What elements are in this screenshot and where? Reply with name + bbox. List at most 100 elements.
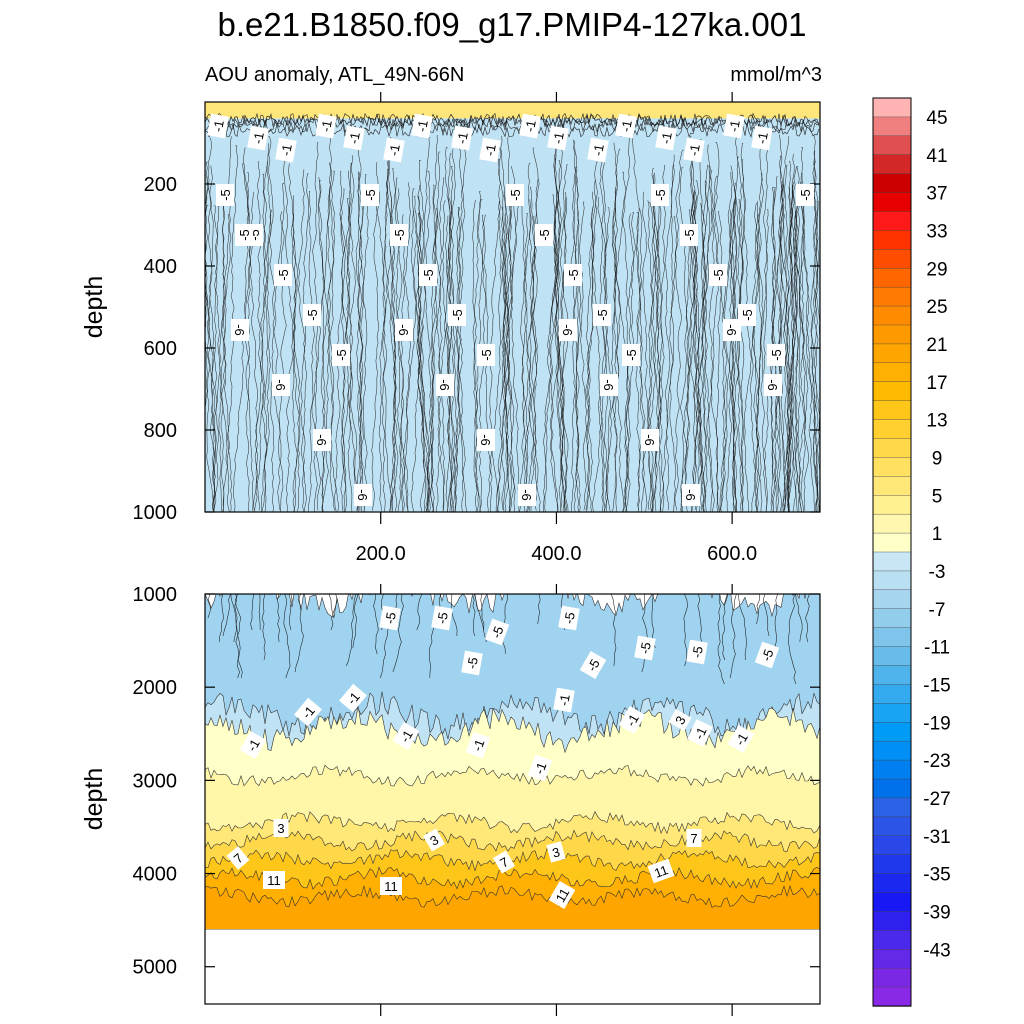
contour-line <box>582 161 598 511</box>
colorbar-swatch <box>872 400 912 421</box>
contour-line <box>277 594 280 643</box>
contour-line <box>776 134 785 512</box>
contour-line <box>375 188 386 512</box>
contour-line <box>206 137 215 511</box>
contour-line <box>480 594 487 643</box>
colorbar-label: 9 <box>932 448 943 469</box>
contour-line <box>417 160 430 512</box>
contour-label: -5 <box>593 304 611 326</box>
contour-line <box>550 194 559 512</box>
contour-label: -6 <box>641 429 659 451</box>
contour-line <box>597 196 607 512</box>
band-surface <box>205 102 820 123</box>
colorbar-swatch <box>872 551 912 572</box>
contour-label: -1 <box>479 137 501 163</box>
contour-label-text: -6 <box>642 434 657 446</box>
contour-line <box>805 594 810 643</box>
colorbar-swatch <box>872 778 912 799</box>
contour-line <box>632 137 644 511</box>
contour-line <box>318 177 329 512</box>
contour-label-text: -1 <box>250 131 267 145</box>
contour-label: -1 <box>587 137 609 163</box>
contour-label-box <box>484 618 510 646</box>
y-tick-label: 2000 <box>133 677 178 699</box>
contour-label-box <box>361 184 379 206</box>
contour-line <box>756 594 760 625</box>
contour-label: -6 <box>764 374 782 396</box>
colorbar-label: 1 <box>932 524 943 545</box>
contour-label-box <box>615 113 637 139</box>
colorbar-swatch <box>872 703 912 723</box>
contour-line <box>471 594 476 637</box>
contour-line <box>697 139 707 512</box>
contour-label-text: -6 <box>478 434 493 446</box>
colorbar-label: -35 <box>923 865 950 886</box>
contour-label-text: -1 <box>386 143 403 157</box>
plot-frame <box>204 101 821 513</box>
contour-label-box <box>655 125 677 151</box>
colorbar-swatch <box>872 740 912 761</box>
contour-line <box>647 200 653 512</box>
contour-line <box>269 209 282 511</box>
contour-label-box <box>263 871 285 889</box>
contour-line <box>328 594 335 619</box>
contour-label-box <box>461 650 483 676</box>
contour-line <box>771 176 779 512</box>
subtitle-variable: AOU anomaly, ATL_49N-66N <box>205 64 465 86</box>
contour-label-text: -5 <box>740 309 755 321</box>
contour-line <box>597 207 610 512</box>
contour-label-text: -6 <box>683 489 698 501</box>
contour-line <box>416 594 423 631</box>
y-axis-label: depth <box>80 768 108 831</box>
contour-line <box>427 208 439 512</box>
contour-line <box>386 152 397 512</box>
contour-label-text: -1 <box>556 693 573 707</box>
contour-label-text: 11 <box>553 886 573 905</box>
contour-label-text: -5 <box>508 189 523 201</box>
contour-label: -5 <box>564 264 582 286</box>
colorbar-swatch <box>872 873 912 894</box>
contour-label: -5 <box>461 650 483 676</box>
contour-line <box>437 200 447 512</box>
contour-label-box <box>723 319 741 341</box>
contour-line <box>205 122 820 138</box>
contour-line <box>234 594 243 679</box>
contour-label-box <box>686 829 702 847</box>
contour-label-text: -6 <box>724 324 739 336</box>
contour-line <box>371 162 381 511</box>
contour-label: 11 <box>263 871 285 889</box>
contour-label: -5 <box>709 264 727 286</box>
colorbar-label: -43 <box>923 940 950 961</box>
colorbar-label: 33 <box>926 221 947 242</box>
contour-label-text: -5 <box>218 189 233 201</box>
contour-label: -1 <box>615 113 637 139</box>
contour-label: -5 <box>379 605 401 631</box>
contour-line <box>612 148 629 512</box>
contour-line <box>788 594 797 685</box>
contour-label-text: -1 <box>754 131 771 145</box>
contour-label-box <box>479 137 501 163</box>
colorbar-label: 17 <box>926 373 947 394</box>
x-tick-label: 200.0 <box>356 543 406 565</box>
contour-line <box>760 138 768 511</box>
contour-line <box>435 151 446 512</box>
contour-label-text: -5 <box>689 645 706 659</box>
contour-line <box>444 166 456 512</box>
contour-line <box>260 160 272 512</box>
contour-label-box <box>303 304 321 326</box>
contour-line <box>346 198 359 511</box>
contour-line <box>531 216 539 511</box>
contour-label-box <box>273 819 289 837</box>
colorbar-swatch <box>872 495 912 515</box>
contour-line <box>222 594 231 637</box>
contour-label: -5 <box>506 184 524 206</box>
colorbar-swatch <box>872 249 912 269</box>
contour-label: -1 <box>519 113 541 139</box>
contour-line <box>378 169 389 512</box>
contour-label: 7 <box>686 829 702 847</box>
contour-label: -5 <box>274 264 292 286</box>
contour-line <box>553 135 562 512</box>
contour-line <box>497 135 509 512</box>
colorbar-swatch <box>872 154 912 175</box>
plot-frame <box>204 593 821 1005</box>
